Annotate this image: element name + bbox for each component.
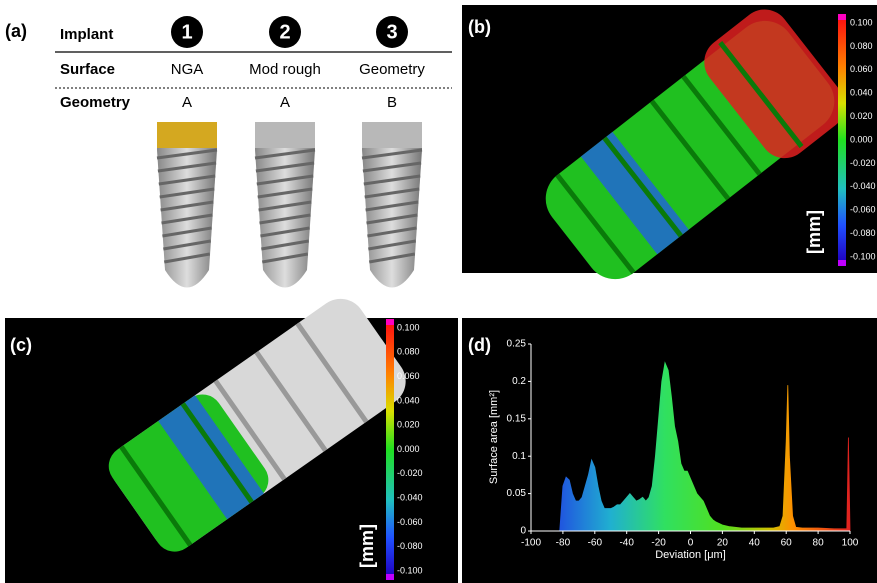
colorbar-tick-label: -0.020: [850, 158, 876, 168]
x-tick-label: -20: [651, 538, 666, 549]
y-tick-label: 0: [520, 526, 526, 537]
implant-collar: [157, 122, 217, 148]
colorbar-end: [386, 574, 394, 580]
colorbar-tick-label: -0.040: [850, 181, 876, 191]
x-tick-label: 20: [717, 538, 729, 549]
colorbar-tick-label: -0.020: [397, 468, 423, 478]
implant-number: 2: [279, 21, 290, 43]
colorbar-end: [838, 260, 846, 266]
colorbar-tick-label: -0.060: [397, 517, 423, 527]
colorbar-tick-label: -0.040: [397, 492, 423, 502]
cell: A: [280, 94, 290, 111]
colorbar-tick-label: 0.080: [397, 347, 420, 357]
colorbar-tick-label: 0.060: [397, 371, 420, 381]
y-tick-label: 0.2: [512, 376, 526, 387]
y-tick-label: 0.15: [507, 413, 527, 424]
colorbar-tick-label: -0.080: [850, 228, 876, 238]
implant-images: [157, 122, 422, 288]
colorbar-unit: [mm]: [804, 210, 824, 254]
x-tick-label: 60: [781, 538, 793, 549]
x-tick-label: -100: [521, 538, 541, 549]
y-axis-label: Surface area [mm²]: [488, 390, 500, 484]
colorbar-tick-label: 0.020: [397, 420, 420, 430]
cell: NGA: [171, 61, 204, 78]
colorbar-tick-label: 0.080: [850, 41, 873, 51]
colorbar-tick-label: -0.080: [397, 541, 423, 551]
colorbar-tick-label: -0.100: [397, 565, 423, 575]
x-tick-label: -40: [619, 538, 634, 549]
colorbar-tick-label: 0.100: [850, 17, 873, 27]
panel-label: (a): [5, 21, 27, 41]
panel-label: (c): [10, 335, 32, 355]
colorbar-end: [838, 14, 846, 20]
cell: B: [387, 94, 397, 111]
cell: Mod rough: [249, 61, 321, 78]
y-tick-label: 0.05: [507, 488, 527, 499]
colorbar-tick-label: 0.060: [850, 64, 873, 74]
colorbar-tick-label: 0.000: [397, 444, 420, 454]
implant-number: 3: [386, 21, 397, 43]
row-header: Surface: [60, 61, 115, 78]
colorbar-tick-label: 0.100: [397, 322, 420, 332]
implant-collar: [362, 122, 422, 148]
colorbar-tick-label: 0.020: [850, 111, 873, 121]
x-tick-label: 100: [842, 538, 859, 549]
colorbar: [838, 18, 846, 262]
colorbar-tick-label: 0.040: [850, 88, 873, 98]
panel-label: (d): [468, 335, 491, 355]
colorbar-tick-label: 0.040: [397, 395, 420, 405]
x-tick-label: 80: [813, 538, 825, 549]
colorbar: [386, 323, 394, 576]
row-header: Implant: [60, 26, 113, 43]
x-tick-label: -60: [588, 538, 603, 549]
panel-label: (b): [468, 17, 491, 37]
page: 0.1000.0800.0600.0400.0200.000-0.020-0.0…: [0, 0, 877, 583]
panel-a: [55, 52, 452, 288]
x-tick-label: -80: [556, 538, 571, 549]
implant-collar: [255, 122, 315, 148]
x-tick-label: 40: [749, 538, 761, 549]
row-header: Geometry: [60, 94, 131, 111]
y-tick-label: 0.25: [507, 339, 527, 350]
figure: 0.1000.0800.0600.0400.0200.000-0.020-0.0…: [0, 0, 877, 583]
colorbar-end: [386, 319, 394, 325]
colorbar-tick-label: -0.100: [850, 251, 876, 261]
cell: A: [182, 94, 192, 111]
y-tick-label: 0.1: [512, 451, 526, 462]
colorbar-unit: [mm]: [357, 524, 377, 568]
x-tick-label: 0: [688, 538, 694, 549]
colorbar-tick-label: -0.060: [850, 205, 876, 215]
cell: Geometry: [359, 61, 425, 78]
colorbar-tick-label: 0.000: [850, 134, 873, 144]
implant-number: 1: [181, 21, 192, 43]
x-axis-label: Deviation [μm]: [655, 549, 726, 561]
